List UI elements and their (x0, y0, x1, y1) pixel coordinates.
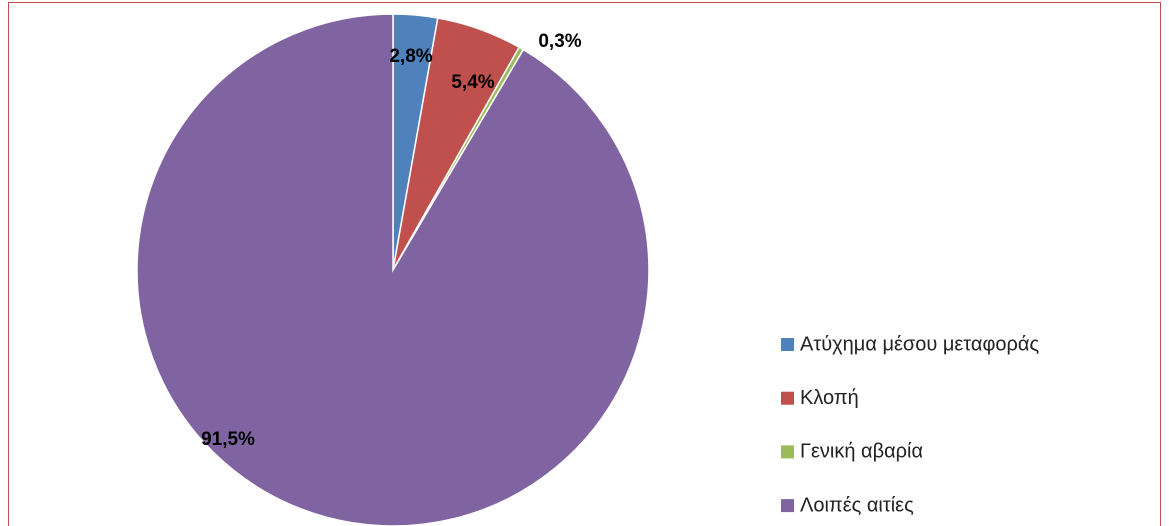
legend-swatch (781, 445, 794, 459)
value-label: 5,4% (451, 72, 494, 93)
pie-slice (136, 13, 650, 526)
legend-label: Λοιπές αιτίες (800, 494, 914, 516)
legend-swatch (781, 391, 794, 405)
legend-label: Ατύχημα μέσου μεταφοράς (800, 333, 1039, 355)
legend-swatch (781, 499, 794, 513)
value-label: 0,3% (538, 31, 581, 52)
legend-label: Κλοπή (800, 387, 859, 409)
value-label: 2,8% (389, 46, 432, 67)
legend-swatch (781, 338, 794, 351)
legend-label: Γενική αβαρία (800, 441, 923, 463)
value-label: 91,5% (201, 429, 255, 450)
